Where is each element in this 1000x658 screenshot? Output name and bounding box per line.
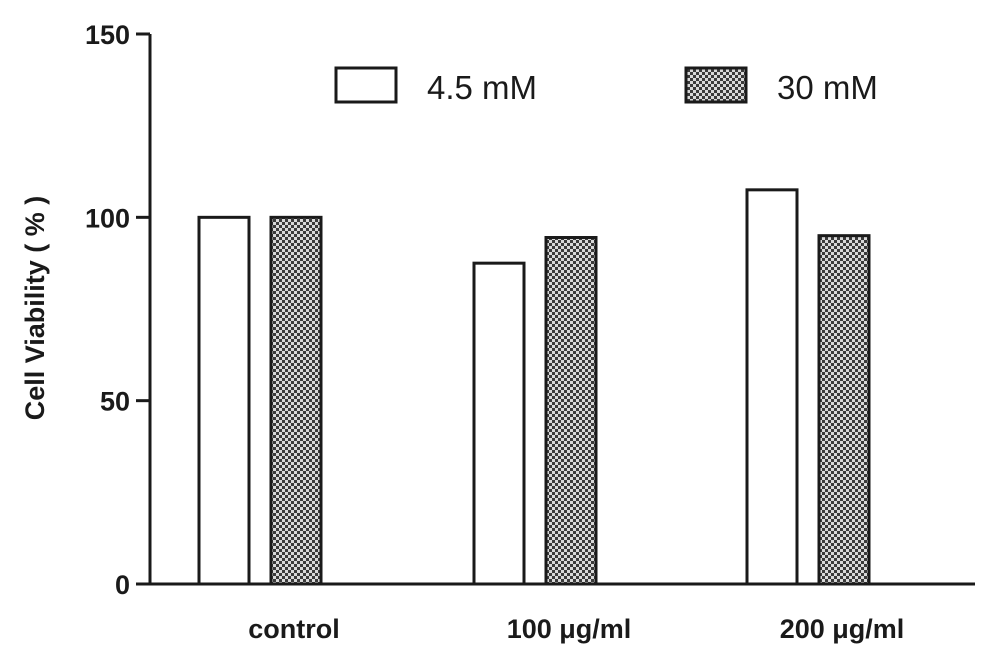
bar-series-2-cat-3 <box>817 234 871 586</box>
y-tick-label-100: 100 <box>85 203 130 233</box>
y-tick-label-150: 150 <box>85 20 130 50</box>
legend-swatch-series-1 <box>334 66 398 104</box>
bar-series-1-cat-1 <box>197 215 251 586</box>
legend-label-series-2: 30 mM <box>777 69 878 106</box>
y-axis-title: Cell Viability ( % ) <box>20 196 50 421</box>
legend: 4.5 mM 30 mM <box>334 66 878 106</box>
y-tick-label-50: 50 <box>100 387 130 417</box>
plot-area: 0 50 100 150 control 100 μg/ml 200 μg/ml <box>85 20 975 644</box>
bar-series-2-cat-1 <box>269 215 323 586</box>
x-category-label-3: 200 μg/ml <box>780 614 905 644</box>
legend-swatch-series-2 <box>684 66 748 104</box>
bar-series-2-cat-2 <box>544 236 598 586</box>
x-category-label-1: control <box>248 614 340 644</box>
legend-label-series-1: 4.5 mM <box>427 69 537 106</box>
y-tick-label-0: 0 <box>115 570 130 600</box>
bar-series-1-cat-2 <box>472 261 526 586</box>
x-category-label-2: 100 μg/ml <box>507 614 632 644</box>
bar-series-1-cat-3 <box>745 188 799 586</box>
